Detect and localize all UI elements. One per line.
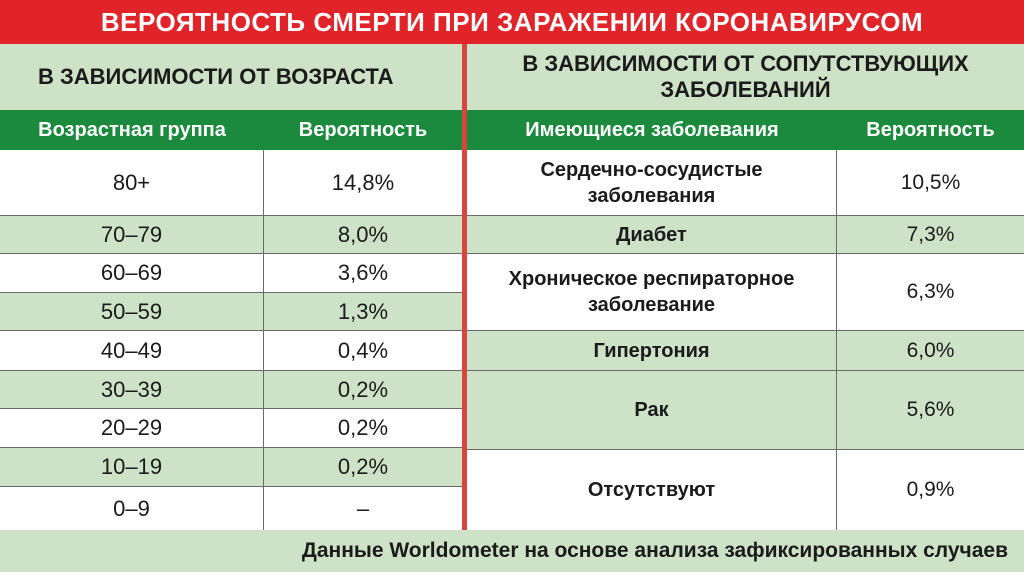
age-panel: В ЗАВИСИМОСТИ ОТ ВОЗРАСТА Возрастная гру…: [0, 44, 462, 530]
age-group-cell: 80+: [0, 150, 264, 215]
disease-section-title-line2: ЗАБОЛЕВАНИЙ: [660, 77, 831, 102]
probability-cell: 6,3%: [906, 280, 955, 303]
age-table-header: Возрастная группа Вероятность: [0, 110, 462, 150]
table-row: Сердечно-сосудистые заболевания 10,5%: [467, 150, 1024, 216]
disease-name-line1: Хроническое респираторное: [508, 268, 795, 290]
table-row: 0–9 –: [0, 487, 462, 530]
probability-cell: 8,0%: [337, 221, 389, 247]
disease-section-title-line1: В ЗАВИСИМОСТИ ОТ СОПУТСТВУЮЩИХ: [522, 51, 969, 76]
age-group-cell: 30–39: [0, 371, 264, 408]
page-title: ВЕРОЯТНОСТЬ СМЕРТИ ПРИ ЗАРАЖЕНИИ КОРОНАВ…: [0, 0, 1024, 44]
disease-table-body: Сердечно-сосудистые заболевания 10,5% Ди…: [467, 150, 1024, 530]
disease-name-line1: Сердечно-сосудистые: [540, 158, 763, 181]
disease-column-header: Имеющиеся заболевания: [525, 118, 779, 141]
probability-cell: 10,5%: [900, 170, 961, 194]
table-row: Рак 5,6%: [467, 371, 1024, 450]
age-group-cell: 0–9: [0, 487, 264, 530]
age-group-cell: 40–49: [0, 331, 264, 370]
table-row: Хроническое респираторное заболевание 6,…: [467, 254, 1024, 331]
disease-table-header: Имеющиеся заболевания Вероятность: [467, 110, 1024, 150]
probability-cell: 7,3%: [906, 222, 955, 246]
probability-cell: 1,3%: [337, 298, 389, 324]
disease-section-title: В ЗАВИСИМОСТИ ОТ СОПУТСТВУЮЩИХ ЗАБОЛЕВАН…: [467, 44, 1024, 110]
table-row: 10–19 0,2%: [0, 448, 462, 487]
disease-cell: Рак: [467, 371, 837, 449]
table-row: Диабет 7,3%: [467, 216, 1024, 254]
table-row: Отсутствуют 0,9%: [467, 450, 1024, 530]
age-group-cell: 20–29: [0, 409, 264, 447]
disease-cell: Отсутствуют: [467, 450, 837, 530]
age-group-cell: 10–19: [0, 448, 264, 486]
probability-cell: 0,4%: [337, 337, 389, 363]
table-row: 20–29 0,2%: [0, 409, 462, 448]
disease-name-line2: заболевание: [587, 294, 716, 316]
disease-cell: Гипертония: [467, 331, 837, 370]
probability-cell: 3,6%: [337, 260, 389, 285]
table-row: 80+ 14,8%: [0, 150, 462, 216]
age-table-body: 80+ 14,8% 70–79 8,0% 60–69 3,6% 50–59 1,…: [0, 150, 462, 530]
age-group-cell: 50–59: [0, 293, 264, 330]
probability-cell: 0,9%: [906, 478, 955, 501]
disease-cell: Диабет: [467, 216, 837, 253]
probability-cell: 0,2%: [337, 376, 389, 402]
probability-cell: 5,6%: [906, 398, 955, 421]
table-row: 60–69 3,6%: [0, 254, 462, 293]
probability-cell: –: [356, 495, 370, 521]
disease-name-line1: Отсутствуют: [587, 479, 716, 501]
probability-cell: 6,0%: [906, 338, 955, 362]
age-group-cell: 70–79: [0, 216, 264, 253]
table-row: 70–79 8,0%: [0, 216, 462, 254]
disease-name-line1: Гипертония: [593, 339, 710, 362]
probability-cell: 0,2%: [337, 454, 389, 479]
table-row: 40–49 0,4%: [0, 331, 462, 371]
age-group-cell: 60–69: [0, 254, 264, 292]
age-section-title: В ЗАВИСИМОСТИ ОТ ВОЗРАСТА: [0, 44, 462, 110]
age-probability-column-header: Вероятность: [298, 118, 428, 141]
table-row: 30–39 0,2%: [0, 371, 462, 409]
probability-cell: 0,2%: [337, 415, 389, 440]
probability-cell: 14,8%: [331, 169, 395, 195]
age-group-column-header: Возрастная группа: [38, 118, 226, 141]
disease-cell: Сердечно-сосудистые заболевания: [467, 150, 837, 215]
column-divider: [462, 44, 467, 530]
table-row: Гипертония 6,0%: [467, 331, 1024, 371]
disease-name-line2: заболевания: [587, 184, 716, 207]
disease-panel: В ЗАВИСИМОСТИ ОТ СОПУТСТВУЮЩИХ ЗАБОЛЕВАН…: [467, 44, 1024, 530]
disease-name-line1: Диабет: [616, 223, 687, 246]
disease-cell: Хроническое респираторное заболевание: [467, 254, 837, 330]
source-footer: Данные Worldometer на основе анализа заф…: [0, 530, 1024, 572]
table-row: 50–59 1,3%: [0, 293, 462, 331]
disease-probability-column-header: Вероятность: [866, 118, 995, 141]
disease-name-line1: Рак: [634, 399, 669, 421]
